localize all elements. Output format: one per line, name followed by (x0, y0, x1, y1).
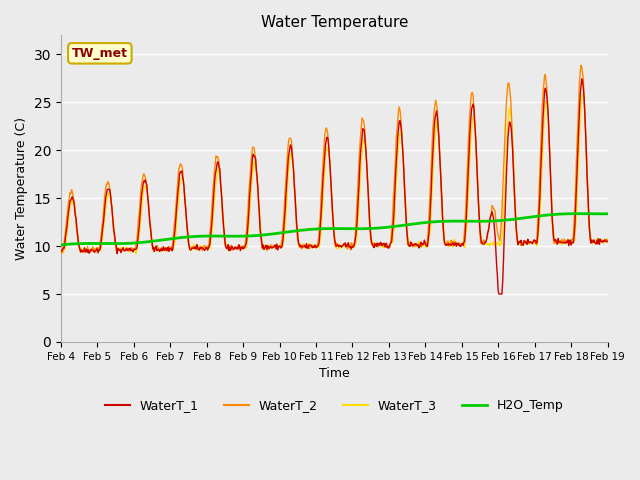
WaterT_2 (577, 62, 585, 68)
H2O_Temp (207, 233, 215, 239)
WaterT_1 (124, 246, 131, 252)
WaterT_3 (132, 251, 140, 257)
WaterT_2 (124, 245, 132, 251)
WaterT_3 (57, 247, 65, 253)
WaterT_2 (58, 251, 65, 256)
H2O_Temp (179, 235, 186, 240)
H2O_Temp (417, 220, 424, 226)
WaterT_3 (67, 198, 75, 204)
Title: Water Temperature: Water Temperature (260, 15, 408, 30)
Legend: WaterT_1, WaterT_2, WaterT_3, H2O_Temp: WaterT_1, WaterT_2, WaterT_3, H2O_Temp (100, 394, 568, 417)
WaterT_3 (179, 179, 187, 184)
WaterT_2 (401, 204, 409, 210)
WaterT_1 (179, 174, 186, 180)
Line: H2O_Temp: H2O_Temp (61, 214, 607, 245)
WaterT_1 (207, 224, 215, 230)
WaterT_1 (417, 240, 424, 245)
WaterT_1 (57, 247, 65, 253)
Text: TW_met: TW_met (72, 47, 128, 60)
X-axis label: Time: Time (319, 367, 349, 380)
Line: WaterT_2: WaterT_2 (61, 65, 607, 253)
H2O_Temp (124, 240, 131, 246)
WaterT_2 (209, 199, 216, 204)
WaterT_3 (604, 238, 611, 243)
H2O_Temp (573, 211, 580, 216)
H2O_Temp (57, 242, 65, 248)
WaterT_1 (401, 186, 408, 192)
Y-axis label: Water Temperature (C): Water Temperature (C) (15, 117, 28, 260)
WaterT_3 (417, 244, 425, 250)
WaterT_3 (579, 91, 587, 96)
WaterT_1 (495, 291, 503, 297)
WaterT_3 (124, 245, 131, 251)
WaterT_3 (209, 228, 216, 234)
WaterT_2 (417, 244, 425, 250)
WaterT_1 (67, 197, 75, 203)
Line: WaterT_3: WaterT_3 (61, 94, 607, 254)
WaterT_3 (401, 198, 409, 204)
Line: WaterT_1: WaterT_1 (61, 79, 607, 294)
H2O_Temp (604, 211, 611, 216)
WaterT_1 (604, 239, 611, 244)
H2O_Temp (67, 241, 75, 247)
H2O_Temp (401, 222, 408, 228)
WaterT_2 (68, 187, 76, 192)
WaterT_1 (578, 76, 586, 82)
WaterT_2 (57, 248, 65, 253)
WaterT_2 (179, 178, 187, 184)
WaterT_2 (604, 238, 611, 243)
